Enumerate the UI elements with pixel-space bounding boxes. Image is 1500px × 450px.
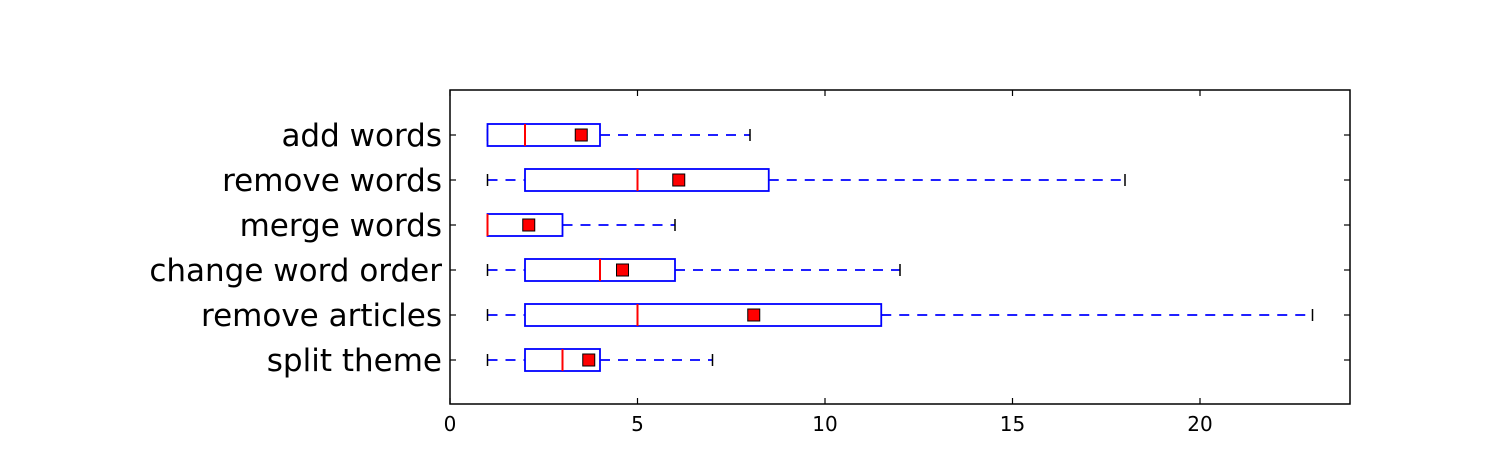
box-group <box>486 213 676 237</box>
category-label: split theme <box>267 343 442 379</box>
category-label: change word order <box>149 253 442 289</box>
x-tick-label: 15 <box>1000 412 1025 436</box>
box-rect <box>524 303 883 327</box>
labels-layer: add words remove words merge words change w… <box>149 118 1212 436</box>
category-label: add words <box>281 118 442 154</box>
box-group <box>486 258 901 282</box>
category-label: remove articles <box>201 298 442 334</box>
box-rect <box>486 123 601 147</box>
box-group <box>486 123 751 147</box>
box-rect <box>524 168 770 192</box>
box-group <box>486 303 1314 327</box>
category-label: merge words <box>240 208 442 244</box>
mean-marker <box>574 128 588 142</box>
x-tick-label: 0 <box>444 412 457 436</box>
mean-marker <box>672 173 686 187</box>
category-label: remove words <box>222 163 442 199</box>
mean-marker <box>522 218 536 232</box>
box-group <box>486 168 1126 192</box>
mean-marker <box>616 263 629 277</box>
mean-marker <box>747 308 761 322</box>
x-tick-label: 10 <box>812 412 837 436</box>
box-group <box>486 348 714 372</box>
plot-frame <box>449 89 1351 405</box>
x-tick-label: 20 <box>1187 412 1212 436</box>
mean-marker <box>582 353 596 367</box>
x-tick-label: 5 <box>631 412 644 436</box>
boxes-layer <box>486 123 1314 372</box>
